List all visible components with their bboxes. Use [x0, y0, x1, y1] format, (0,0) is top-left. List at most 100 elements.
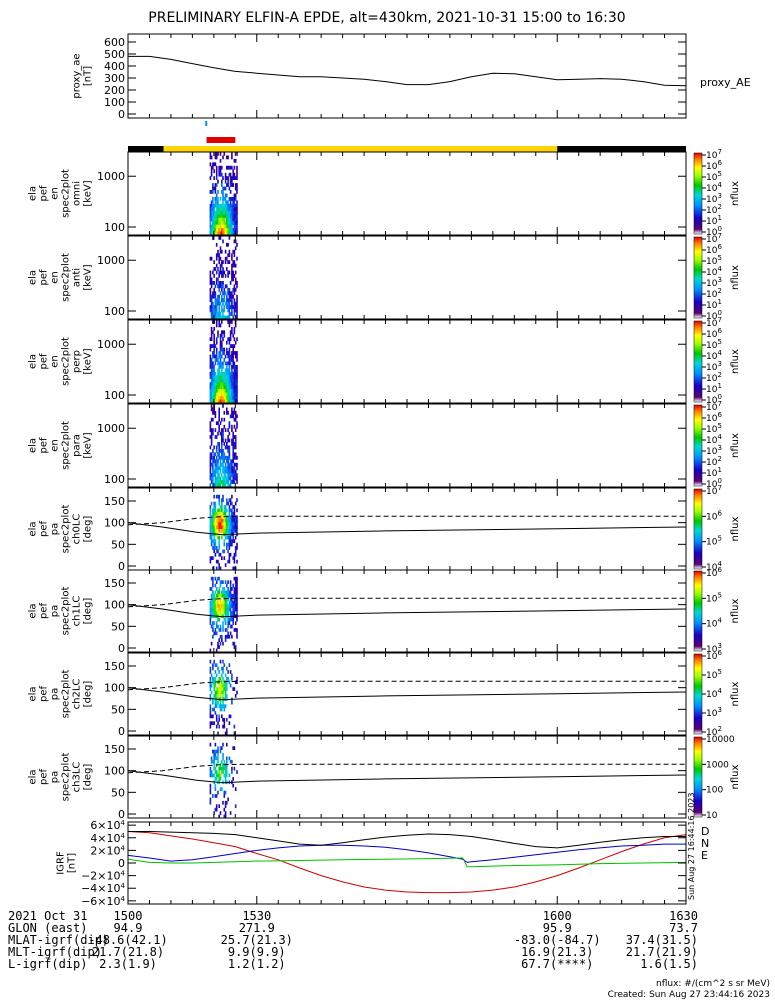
pitch-panel-1-cell	[223, 590, 226, 595]
energy-panel-0-cell	[209, 214, 212, 219]
energy-panel-0-cell	[210, 228, 213, 232]
pitch-panel-0-cell	[227, 529, 229, 533]
ephemeris-value: 37.4(31.5)	[626, 933, 698, 947]
energy-panel-3-cell	[212, 407, 214, 412]
energy-panel-3-cell	[233, 480, 236, 484]
pitch-panel-0-ytick-label: 150	[104, 495, 125, 508]
energy-panel-1-cell	[222, 274, 224, 278]
pitch-panel-1-cell	[236, 607, 238, 612]
energy-panel-2-cell	[222, 371, 224, 376]
pitch-panel-0-cell	[231, 508, 233, 513]
energy-panel-3-cell	[231, 407, 233, 412]
pitch-panel-3-cell	[217, 753, 219, 757]
energy-panel-3-cell	[222, 483, 224, 488]
energy-panel-1-cell	[219, 315, 222, 320]
pitch-panel-2-cell	[218, 687, 220, 691]
energy-panel-2-cell	[224, 392, 227, 397]
pitch-panel-1-cell	[213, 631, 215, 636]
pitch-panel-1-cell	[229, 617, 232, 622]
energy-panel-0-cell	[221, 224, 223, 229]
pitch-panel-0-cell	[236, 542, 238, 547]
pitch-panel-2-cell	[222, 659, 224, 664]
pitch-panel-2-cell	[224, 731, 227, 736]
energy-panel-2-cell	[236, 378, 238, 383]
energy-panel-0-cell	[219, 228, 222, 232]
pitch-panel-2-cell	[215, 687, 218, 691]
pitch-panel-0-cell	[229, 518, 232, 523]
energy-panel-2-cell	[221, 382, 223, 387]
pitch-panel-1-cell	[212, 624, 214, 629]
pitch-panel-1-cell	[218, 645, 220, 649]
energy-panel-0-cell	[210, 214, 213, 219]
energy-panel-2-cell	[212, 320, 214, 324]
pitch-panel-2-cell	[212, 666, 214, 671]
pitch-panel-0-cell	[210, 539, 213, 543]
energy-panel-0-ylabel-line: en	[50, 187, 61, 200]
pitch-panel-0-cell	[218, 566, 220, 571]
energy-panel-0-cell	[231, 210, 233, 215]
energy-panel-2-cell	[236, 392, 238, 397]
energy-panel-1-cell	[236, 312, 238, 316]
energy-panel-2-cell	[231, 368, 233, 373]
energy-panel-3-cell	[234, 455, 237, 460]
energy-panel-3-cell	[233, 462, 236, 467]
proxy-ae-legend: proxy_AE	[700, 76, 751, 89]
energy-panel-1-cell	[215, 298, 218, 303]
energy-panel-0-cell	[223, 228, 226, 232]
energy-panel-2-cell	[209, 361, 212, 366]
energy-panel-1-cell	[209, 308, 212, 313]
energy-panel-3-cell	[227, 455, 229, 460]
energy-panel-2-cell	[227, 361, 229, 366]
energy-panel-2-cell	[228, 371, 231, 376]
energy-panel-0-cell	[236, 186, 238, 191]
pitch-panel-1-cell	[210, 593, 213, 598]
energy-panel-0-cell	[227, 165, 229, 170]
energy-panel-0-cell	[213, 217, 215, 222]
energy-panel-2-cell	[214, 371, 217, 376]
energy-panel-0-cell	[233, 210, 236, 215]
energy-panel-0-cell	[215, 207, 218, 212]
energy-panel-2-cell	[210, 344, 213, 348]
energy-panel-0-cell	[210, 200, 213, 205]
pitch-panel-1-cell	[224, 580, 227, 584]
energy-panel-0-cell	[212, 162, 214, 167]
pitch-panel-1-cell	[217, 607, 219, 612]
energy-panel-2-cell	[229, 385, 232, 390]
pitch-panel-1-cell	[219, 593, 222, 598]
energy-panel-2-cell	[224, 371, 227, 376]
energy-panel-3-cell	[227, 428, 229, 432]
pitch-panel-1-cell	[214, 576, 217, 581]
energy-panel-2-cell	[234, 351, 237, 355]
energy-panel-2-cell	[232, 378, 234, 383]
energy-panel-3-cell	[210, 404, 213, 408]
energy-panel-3-cell	[236, 455, 238, 460]
energy-panel-0-cell	[214, 217, 217, 222]
pitch-panel-2-cell	[214, 711, 217, 715]
energy-panel-1-cell	[228, 308, 231, 313]
pitch-panel-1-cell	[229, 611, 232, 615]
energy-panel-3-cell	[213, 455, 215, 460]
energy-panel-3-cb-label: 104	[706, 433, 722, 446]
energy-panel-0-cell	[218, 217, 220, 222]
energy-panel-2-cell	[219, 396, 222, 400]
pitch-panel-2-cell	[219, 659, 222, 664]
energy-panel-2-cell	[227, 337, 229, 342]
energy-panel-1-cell	[227, 291, 229, 296]
energy-panel-3-cell	[233, 469, 236, 474]
energy-panel-3-cell	[214, 414, 217, 419]
energy-panel-2-cell	[223, 392, 226, 397]
pitch-panel-1-cell	[231, 597, 233, 601]
pitch-panel-0-cell	[228, 546, 231, 550]
energy-panel-0-cell	[233, 200, 236, 205]
energy-panel-2-cell	[227, 385, 229, 390]
pitch-panel-0-cell	[212, 518, 214, 523]
energy-panel-1-cell	[231, 263, 233, 268]
energy-panel-0-cell	[217, 152, 219, 156]
pitch-panel-0-cell	[218, 535, 220, 540]
energy-panel-3-cell	[232, 449, 234, 453]
pitch-panel-0-cell	[210, 518, 213, 523]
pitch-panel-1-cell	[227, 593, 229, 598]
energy-panel-0-cell	[229, 183, 232, 187]
energy-panel-2-cell	[229, 382, 232, 387]
energy-panel-2-cb-label: 105	[706, 338, 722, 351]
